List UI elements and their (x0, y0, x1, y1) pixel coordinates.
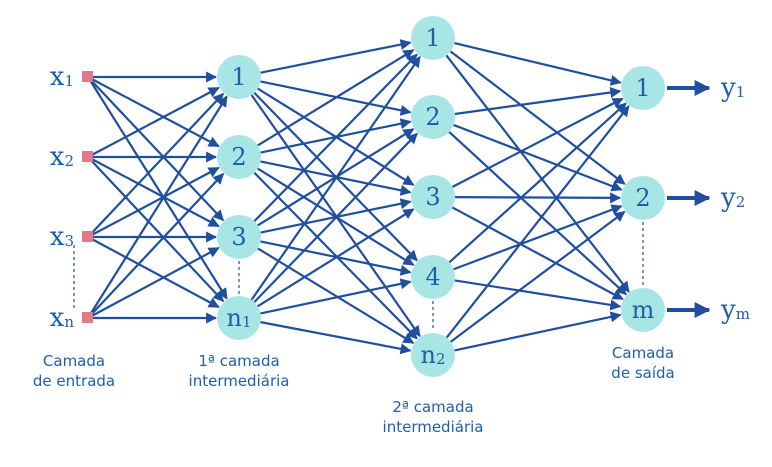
input-marker-3 (82, 312, 93, 323)
h2-node-2 (411, 175, 455, 219)
caption-output-layer: Camada de saída (611, 344, 674, 382)
h2-node-4 (411, 333, 455, 377)
h2-node-label-1: 2 (425, 103, 440, 131)
h2-node-1 (411, 95, 455, 139)
edge-h1-2-to-h2-0 (253, 53, 418, 223)
input-label-0: x1 (50, 62, 74, 92)
h2-node-0 (411, 16, 455, 60)
edge-input-2-to-h1-1 (91, 166, 220, 236)
h1-node-label-2: 3 (231, 223, 246, 251)
out-node-2 (621, 288, 665, 332)
edge-h2-2-to-out-0 (452, 97, 624, 188)
h2-node-label-3: 4 (425, 263, 440, 291)
edge-h2-0-to-out-0 (454, 42, 622, 86)
edge-input-3-to-h1-0 (89, 95, 228, 315)
connections (89, 39, 711, 355)
caption-input-layer: Camada de entrada (33, 352, 115, 390)
edge-h2-0-to-out-1 (449, 50, 626, 185)
h1-node-label-3: n1 (226, 304, 251, 332)
h2-node-label-0: 1 (425, 24, 440, 52)
edge-h1-3-to-h2-2 (257, 208, 415, 308)
edge-h1-3-to-h2-0 (250, 56, 421, 301)
edge-input-0-to-h1-1 (91, 78, 220, 148)
edge-h2-3-to-out-0 (448, 102, 627, 264)
input-label-2: x3 (50, 222, 74, 252)
edge-h2-3-to-out-1 (453, 204, 623, 271)
edge-input-2-to-h1-3 (91, 238, 220, 309)
edge-h2-3-to-out-2 (454, 279, 622, 311)
h1-node-3 (217, 296, 261, 340)
h2-node-label-2: 3 (425, 183, 440, 211)
out-node-0 (621, 66, 665, 110)
edge-h1-3-to-h2-4 (260, 321, 412, 355)
edge-h1-2-to-h2-4 (257, 247, 415, 344)
h1-node-label-0: 1 (231, 63, 246, 91)
edge-h1-1-to-h2-0 (257, 49, 415, 147)
edge-h2-1-to-out-1 (453, 123, 623, 192)
layer-captions: Camada de entrada 1ª camada intermediária 2ª… (33, 344, 675, 436)
input-marker-2 (82, 231, 93, 242)
out-node-1 (621, 176, 665, 220)
h2-node-3 (411, 255, 455, 299)
nodes (82, 16, 665, 377)
edge-input-1-to-h1-2 (91, 158, 220, 228)
input-marker-1 (82, 151, 93, 162)
output-label-2: ym (720, 295, 750, 325)
edge-input-1-to-h1-3 (90, 159, 225, 303)
input-label-3: xn (50, 303, 75, 333)
edge-input-2-to-h1-0 (90, 92, 225, 235)
input-label-1: x2 (50, 142, 74, 172)
out-node-label-0: 1 (635, 74, 650, 102)
edge-h2-1-to-out-2 (448, 131, 627, 296)
caption-hidden-layer-2: 2ª camada intermediária (383, 398, 484, 436)
output-label-0: y1 (720, 73, 745, 103)
h1-node-0 (217, 55, 261, 99)
h1-node-2 (217, 215, 261, 259)
edge-h1-3-to-h2-3 (260, 278, 412, 315)
edge-h2-4-to-out-1 (449, 210, 626, 343)
edge-h2-1-to-out-0 (454, 87, 622, 116)
h2-node-label-4: n2 (420, 341, 445, 369)
caption-hidden-layer-1: 1ª camada intermediária (189, 352, 290, 390)
edge-h2-4-to-out-2 (454, 311, 622, 352)
out-node-label-1: 2 (635, 184, 650, 212)
edge-input-3-to-h1-2 (91, 246, 220, 317)
edge-h2-2-to-out-1 (454, 192, 622, 204)
h1-node-1 (217, 135, 261, 179)
edge-h1-0-to-h2-0 (260, 39, 412, 74)
edge-input-1-to-h1-0 (91, 86, 220, 156)
edge-input-0-to-h1-3 (89, 80, 228, 300)
edge-input-3-to-h1-1 (90, 172, 225, 316)
edge-h1-3-to-h2-1 (253, 132, 418, 303)
edge-h1-1-to-h2-4 (253, 171, 418, 340)
edge-h2-0-to-out-2 (445, 54, 630, 293)
input-marker-0 (82, 71, 93, 82)
h1-node-label-1: 2 (231, 143, 246, 171)
output-label-1: y2 (720, 183, 745, 213)
edge-h2-4-to-out-0 (445, 105, 630, 339)
out-node-label-2: m (632, 296, 655, 324)
edge-h2-2-to-out-2 (451, 206, 624, 301)
ellipsis-dashes (73, 222, 644, 331)
labels: x1 x2 x3 xn 1 2 3 n1 1 2 3 4 n2 1 2 m y1 y2 ym (50, 24, 750, 369)
